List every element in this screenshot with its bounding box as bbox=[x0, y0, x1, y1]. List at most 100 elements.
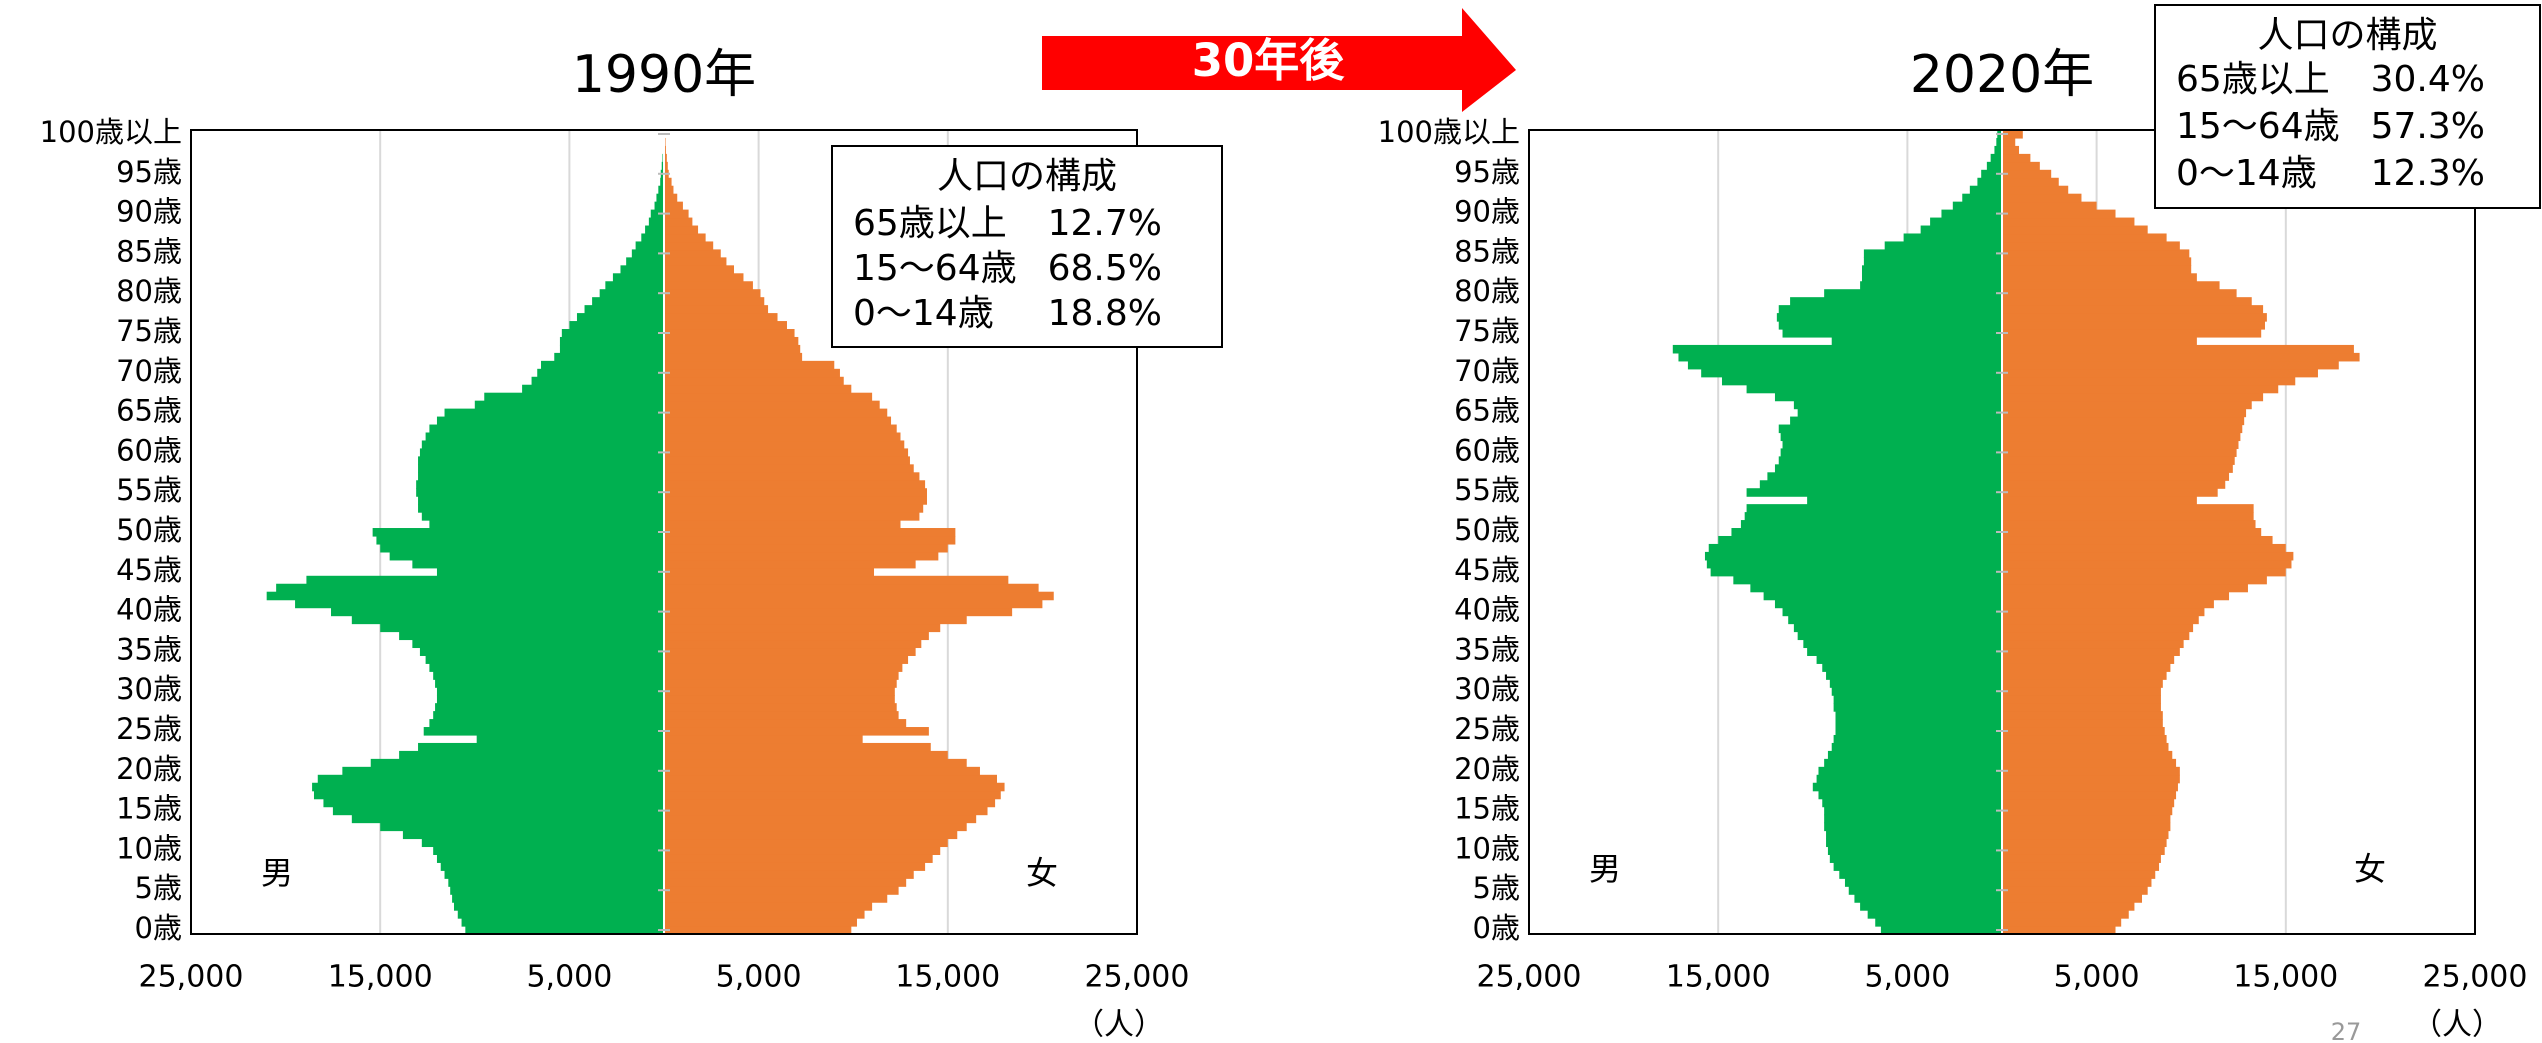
bar bbox=[1826, 671, 2002, 680]
bar bbox=[2002, 281, 2220, 290]
bar bbox=[419, 647, 664, 656]
bar bbox=[1994, 145, 2002, 155]
bar bbox=[1672, 344, 2002, 354]
bar bbox=[664, 742, 931, 752]
bar bbox=[1759, 480, 2002, 489]
bar bbox=[1763, 591, 2002, 601]
bar bbox=[1844, 878, 2002, 887]
bar bbox=[664, 878, 907, 887]
x-tick-label: 25,000 bbox=[1085, 960, 1190, 995]
bar bbox=[1812, 782, 2002, 792]
bar bbox=[1780, 432, 2002, 442]
bar bbox=[429, 520, 664, 529]
bar bbox=[2002, 225, 2148, 235]
bar bbox=[389, 551, 664, 561]
bar bbox=[1793, 623, 2002, 633]
bar bbox=[664, 177, 672, 187]
y-tick-label: 60歳 bbox=[116, 433, 182, 467]
y-tick-label: 95歳 bbox=[1454, 155, 1520, 189]
bar bbox=[664, 472, 920, 481]
bar bbox=[664, 575, 1009, 585]
bar bbox=[1952, 201, 2002, 211]
bar bbox=[1839, 870, 2002, 879]
bar bbox=[444, 870, 664, 879]
bar bbox=[1986, 161, 2002, 171]
y-tick-label: 100歳以上 bbox=[40, 115, 182, 149]
bar bbox=[2002, 734, 2167, 744]
bar bbox=[1880, 926, 2002, 935]
bar bbox=[453, 902, 664, 911]
series-label: 男 bbox=[1589, 850, 1621, 888]
plot-border bbox=[190, 129, 1138, 935]
bar bbox=[1920, 225, 2002, 235]
bar bbox=[1903, 233, 2002, 243]
series-label: 女 bbox=[2354, 850, 2386, 888]
bar bbox=[2002, 727, 2165, 736]
bar bbox=[1835, 719, 2002, 728]
bar bbox=[2002, 599, 2214, 609]
bar bbox=[2002, 241, 2180, 251]
bar bbox=[2002, 671, 2167, 680]
y-tick-label: 85歳 bbox=[1454, 234, 1520, 268]
bar bbox=[2002, 329, 2262, 338]
bar bbox=[440, 862, 664, 871]
bar bbox=[380, 822, 664, 832]
y-tick-label: 50歳 bbox=[116, 513, 182, 547]
bar bbox=[664, 265, 735, 274]
bar bbox=[416, 480, 664, 489]
bar bbox=[664, 711, 899, 720]
x-axis-unit: （人） bbox=[1074, 1008, 1164, 1043]
bar bbox=[664, 551, 939, 561]
arrow-label: 30年後 bbox=[1192, 34, 1346, 87]
bar bbox=[2002, 400, 2252, 410]
y-tick-label: 10歳 bbox=[116, 831, 182, 865]
bar bbox=[664, 599, 1043, 609]
bar bbox=[1833, 734, 2002, 744]
page-number: 27 bbox=[2331, 1018, 2362, 1043]
bar bbox=[664, 679, 897, 688]
bar bbox=[2002, 607, 2205, 617]
bar bbox=[664, 321, 787, 330]
bar bbox=[436, 687, 664, 696]
bar bbox=[654, 201, 664, 211]
composition-title: 人口の構成 bbox=[2257, 15, 2437, 56]
composition-title: 人口の構成 bbox=[937, 156, 1117, 197]
bar bbox=[1721, 376, 2002, 386]
bar bbox=[476, 734, 664, 744]
bar bbox=[2002, 687, 2161, 696]
bar bbox=[664, 806, 988, 816]
bar bbox=[1930, 217, 2002, 227]
bar bbox=[1746, 504, 2002, 513]
bar bbox=[2002, 854, 2161, 863]
bar bbox=[436, 695, 664, 704]
bar bbox=[1774, 392, 2002, 402]
bar bbox=[1706, 559, 2002, 569]
bar bbox=[664, 822, 967, 832]
bar bbox=[2002, 862, 2160, 871]
bar bbox=[1824, 289, 2002, 298]
bar bbox=[664, 782, 1005, 792]
bar bbox=[2002, 894, 2143, 903]
bar bbox=[474, 400, 664, 410]
bar bbox=[2002, 321, 2265, 330]
bar bbox=[1733, 575, 2002, 585]
bar bbox=[612, 273, 664, 282]
bar bbox=[2002, 543, 2286, 553]
bar bbox=[664, 480, 926, 489]
bar bbox=[1797, 408, 2002, 418]
bar bbox=[664, 886, 899, 895]
bar bbox=[1854, 894, 2002, 903]
y-tick-label: 55歳 bbox=[1454, 473, 1520, 507]
bar bbox=[664, 305, 769, 314]
bar bbox=[313, 790, 664, 800]
bar bbox=[450, 886, 664, 895]
bar bbox=[1782, 440, 2002, 450]
bar bbox=[664, 647, 916, 656]
bar bbox=[2002, 209, 2116, 219]
bar bbox=[1824, 806, 2002, 816]
bar bbox=[664, 392, 873, 402]
bar bbox=[664, 671, 899, 680]
bar bbox=[425, 655, 664, 664]
bar bbox=[664, 846, 941, 855]
bar bbox=[1750, 583, 2002, 593]
